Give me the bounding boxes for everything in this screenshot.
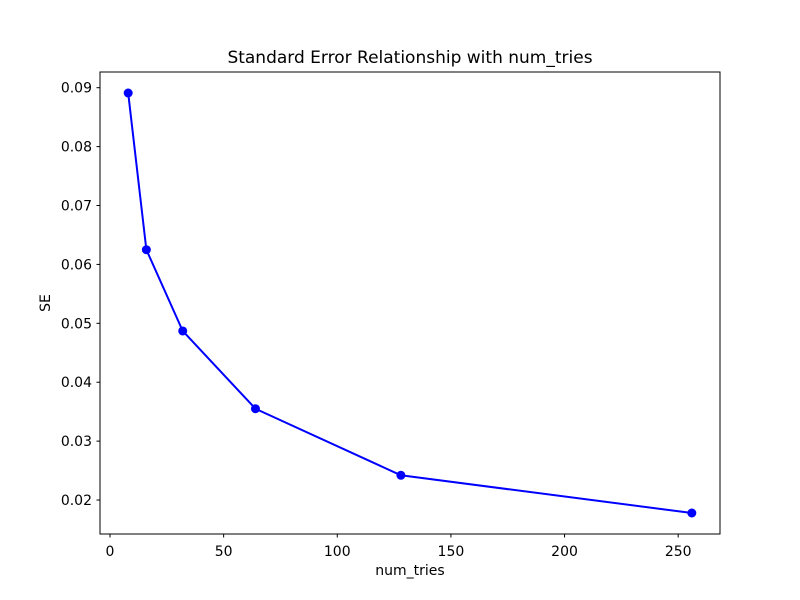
y-tick-label: 0.06: [61, 257, 92, 273]
data-line: [127, 92, 692, 514]
y-tick-label: 0.05: [61, 316, 92, 332]
x-tick-label: 100: [324, 544, 351, 560]
y-tick-label: 0.07: [61, 199, 92, 215]
data-point-marker: [396, 470, 406, 480]
x-tick-label: 150: [438, 544, 465, 560]
x-axis-label: num_tries: [375, 563, 444, 579]
y-tick-label: 0.08: [61, 140, 92, 156]
data-point-marker: [141, 245, 151, 255]
data-point-marker: [250, 404, 260, 414]
y-tick-label: 0.04: [61, 375, 92, 391]
y-tick-label: 0.09: [61, 81, 92, 97]
x-tick-label: 250: [665, 544, 692, 560]
y-tick-label: 0.02: [61, 493, 92, 509]
y-tick-label: 0.03: [61, 434, 92, 450]
plot-border: [99, 71, 721, 535]
x-tick-label: 0: [106, 544, 115, 560]
chart-title: Standard Error Relationship with num_tri…: [227, 48, 592, 68]
data-point-marker: [123, 88, 133, 98]
x-tick-label: 200: [551, 544, 578, 560]
data-point-marker: [178, 326, 188, 336]
data-point-marker: [687, 508, 697, 518]
y-axis-label: SE: [38, 294, 54, 312]
x-tick-label: 50: [215, 544, 233, 560]
